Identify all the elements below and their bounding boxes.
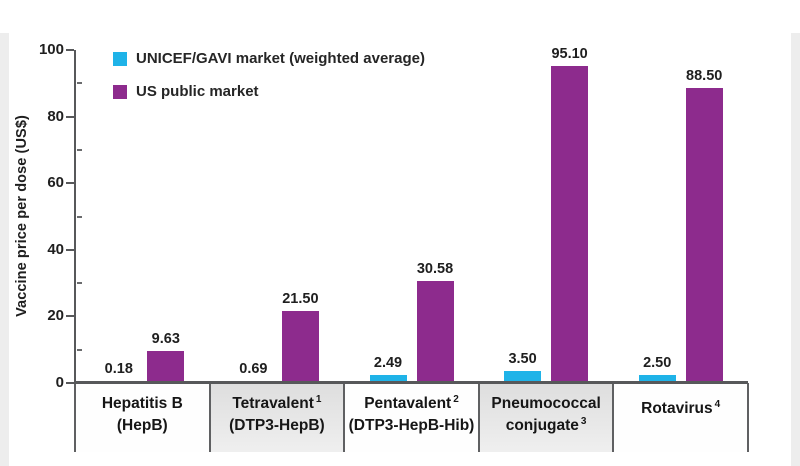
y-tick	[66, 248, 74, 251]
unicef-gavi-bar-3	[504, 371, 542, 383]
y-tick	[66, 315, 74, 318]
value-label-unicef-1: 0.69	[239, 360, 268, 377]
y-tick-label: 20	[47, 307, 64, 325]
y-tick-label: 60	[47, 174, 64, 192]
value-label-unicef-0: 0.18	[104, 361, 133, 377]
y-minor-tick	[77, 82, 82, 85]
us-public-bar-0	[147, 350, 185, 383]
legend-swatch-us-public	[113, 84, 127, 99]
legend-item-us-public: US public market	[113, 83, 425, 100]
y-tick	[66, 49, 74, 51]
category-separator	[208, 383, 211, 452]
category-label-4: Rotavirus 4	[641, 398, 721, 417]
page-edge-right	[791, 33, 800, 466]
legend: UNICEF/GAVI market (weighted average) US…	[113, 50, 425, 116]
us-public-bar-3	[551, 66, 589, 383]
y-minor-tick	[77, 148, 82, 151]
y-minor-tick	[77, 215, 82, 218]
category-label-0: Hepatitis B (HepB)	[101, 395, 183, 434]
us-public-bar-2	[416, 281, 454, 383]
y-minor-tick	[77, 348, 82, 351]
value-label-us-4: 88.50	[686, 68, 723, 85]
page-edge-left	[0, 33, 9, 466]
x-axis-line	[74, 381, 748, 384]
value-label-us-0: 9.63	[151, 330, 180, 347]
legend-swatch-unicef-gavi	[113, 51, 127, 66]
y-tick-label: 0	[55, 374, 64, 391]
y-tick-label: 100	[38, 41, 64, 58]
y-tick	[66, 115, 74, 118]
category-box-4	[613, 384, 748, 452]
value-label-unicef-2: 2.49	[373, 354, 403, 371]
y-minor-tick	[77, 282, 82, 285]
y-tick	[66, 382, 74, 384]
category-separator	[612, 383, 615, 452]
value-label-us-2: 30.58	[416, 261, 454, 278]
category-box-1	[209, 384, 345, 452]
category-box-3	[478, 384, 614, 452]
legend-item-unicef-gavi: UNICEF/GAVI market (weighted average)	[113, 50, 425, 67]
category-separator	[74, 383, 76, 452]
category-separator	[477, 383, 480, 452]
y-axis-title: Vaccine price per dose (US$)	[14, 115, 30, 317]
unicef-gavi-bar-2	[369, 374, 407, 383]
category-label-1: Tetravalent 1 (DTP3-HepB)	[229, 393, 325, 434]
us-public-bar-4	[685, 88, 723, 383]
category-box-0	[75, 384, 210, 452]
category-label-3: Pneumococcal conjugate 3	[491, 395, 601, 434]
category-box-2	[344, 384, 479, 452]
y-tick-label: 40	[47, 240, 64, 258]
legend-label-us-public: US public market	[136, 83, 259, 100]
value-label-us-1: 21.50	[282, 291, 319, 308]
y-axis-line	[74, 50, 76, 452]
y-tick	[66, 182, 74, 185]
y-tick-label: 80	[47, 107, 64, 125]
category-separator	[747, 383, 749, 452]
value-label-unicef-4: 2.50	[643, 354, 672, 371]
category-separator	[343, 383, 346, 452]
value-label-unicef-3: 3.50	[508, 351, 537, 368]
category-label-2: Pentavalent 2 (DTP3-HepB-Hib)	[348, 393, 475, 434]
us-public-bar-1	[281, 311, 319, 383]
value-label-us-3: 95.10	[551, 46, 588, 63]
unicef-gavi-bar-4	[638, 374, 676, 383]
legend-label-unicef-gavi: UNICEF/GAVI market (weighted average)	[136, 50, 425, 67]
